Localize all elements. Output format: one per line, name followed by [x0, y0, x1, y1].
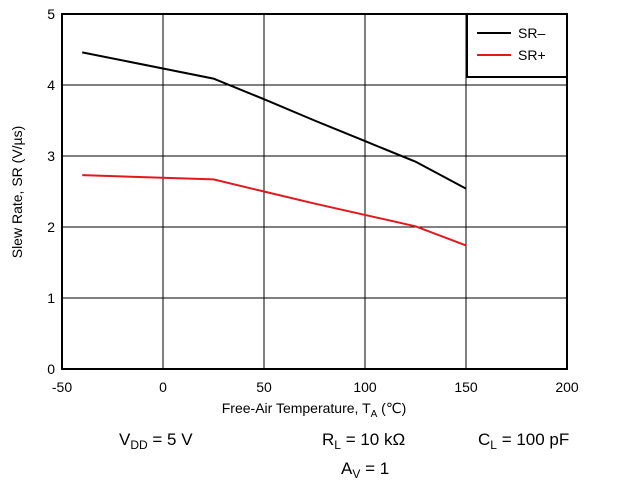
- y-tick-label: 5: [47, 6, 55, 22]
- x-tick-label: 0: [159, 379, 167, 395]
- condition-av: AV = 1: [341, 459, 390, 481]
- condition-rl: RL = 10 kΩ: [322, 430, 406, 452]
- x-tick-labels: -50 0 50 100 150 200: [52, 379, 579, 395]
- x-tick-label: -50: [52, 379, 72, 395]
- y-tick-label: 0: [47, 361, 55, 377]
- series-line-sr-minus: [82, 51, 467, 190]
- condition-cl: CL = 100 pF: [478, 430, 570, 452]
- legend-label-sr-plus: SR+: [518, 47, 546, 63]
- y-tick-label: 1: [47, 290, 55, 306]
- y-tick-label: 2: [47, 219, 55, 235]
- y-tick-labels: 0 1 2 3 4 5: [47, 6, 55, 377]
- plot-frame: [61, 13, 568, 370]
- x-tick-label: 150: [454, 379, 478, 395]
- legend-box: [466, 13, 568, 78]
- condition-vdd: VDD = 5 V: [119, 430, 193, 452]
- slew-rate-chart: -50 0 50 100 150 200 0 1 2 3 4 5 Slew Rate, SR (V/…: [9, 6, 579, 420]
- y-axis-label: Slew Rate, SR (V/µs): [9, 126, 25, 259]
- y-tick-label: 3: [47, 148, 55, 164]
- figure-id: D001: [551, 419, 575, 420]
- x-tick-label: 100: [353, 379, 377, 395]
- x-tick-label: 200: [555, 379, 579, 395]
- series-line-sr-plus: [82, 174, 467, 247]
- legend: SR– SR+: [466, 13, 568, 78]
- legend-label-sr-minus: SR–: [518, 25, 545, 41]
- y-tick-label: 4: [47, 77, 55, 93]
- x-axis-label: Free-Air Temperature, TA (℃): [222, 400, 406, 420]
- series-lines: [82, 51, 467, 247]
- x-tick-label: 50: [256, 379, 272, 395]
